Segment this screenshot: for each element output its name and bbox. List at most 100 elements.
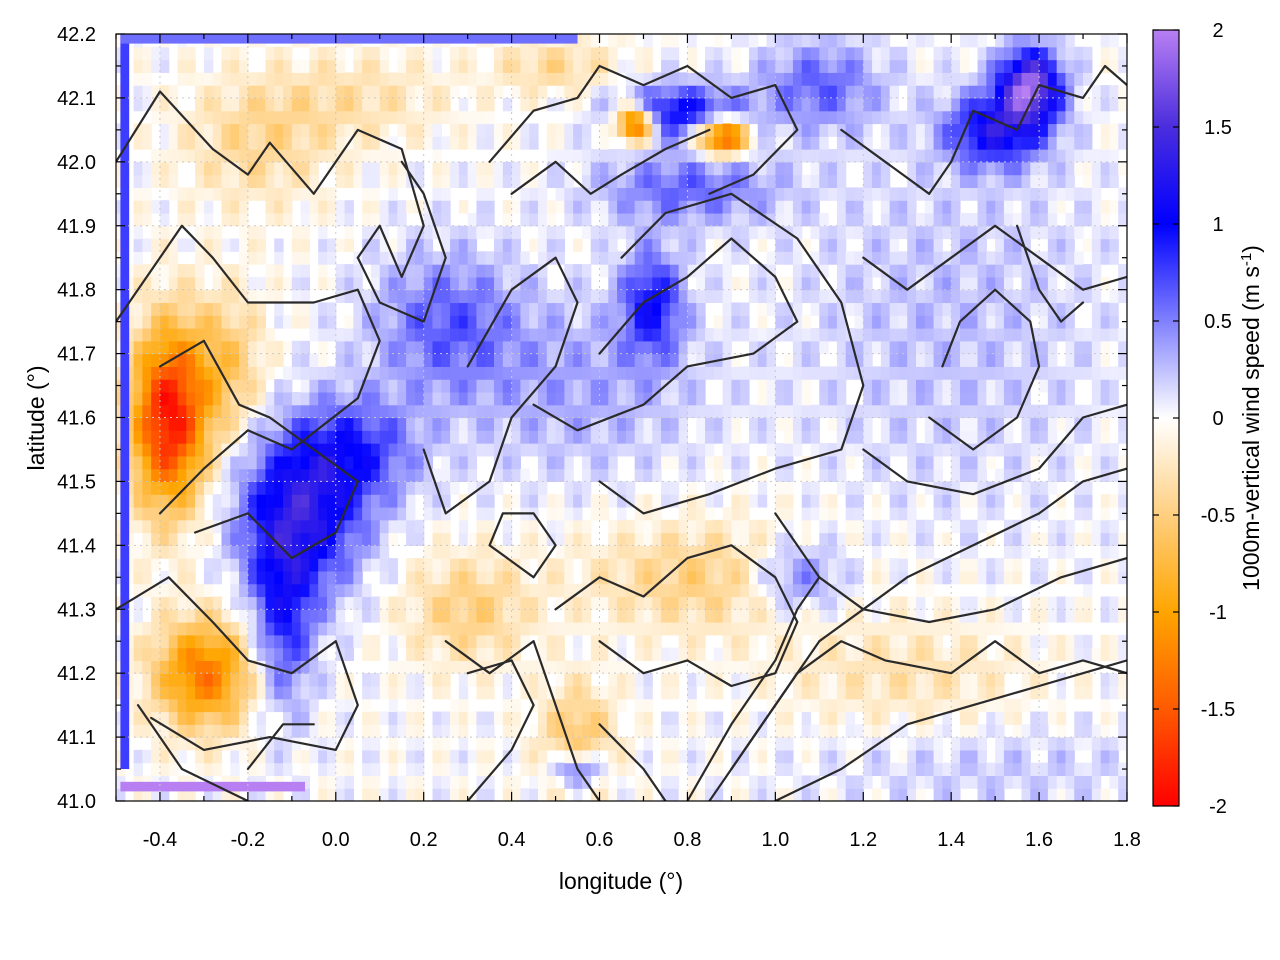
heat-cell [599, 737, 609, 751]
heat-cell [625, 85, 636, 99]
heat-cell [652, 494, 662, 508]
heat-cell [379, 328, 390, 342]
heat-cell [414, 481, 425, 495]
heat-cell [406, 59, 416, 73]
heat-cell [916, 698, 926, 713]
heat-cell [625, 340, 636, 355]
heat-cell [784, 366, 794, 380]
heat-cell [634, 724, 645, 738]
heat-cell [564, 494, 574, 508]
heat-cell [450, 788, 460, 801]
heat-cell [705, 685, 715, 700]
heat-cell [291, 660, 302, 674]
heat-cell [617, 353, 627, 367]
heat-cell [370, 136, 381, 150]
heat-cell [221, 72, 231, 86]
heat-cell [212, 264, 223, 278]
heat-cell [344, 749, 354, 764]
heat-cell [907, 200, 917, 214]
heat-cell [353, 161, 363, 176]
heat-cell [318, 749, 328, 764]
heat-cell [133, 519, 143, 534]
heat-cell [142, 187, 152, 201]
heat-cell [828, 788, 838, 801]
heat-cell [828, 545, 838, 559]
heat-cell [230, 123, 240, 137]
heat-cell [195, 596, 205, 610]
heat-cell [819, 506, 829, 521]
heat-cell [625, 391, 636, 406]
heat-cell [546, 570, 557, 585]
heat-cell [406, 391, 416, 406]
heat-cell [397, 443, 407, 457]
heat-cell [634, 711, 645, 725]
heat-cell [450, 468, 460, 483]
heat-cell [221, 737, 231, 751]
heat-cell [247, 519, 258, 534]
heat-cell [239, 468, 249, 483]
heat-cell [669, 685, 680, 700]
heat-cell [951, 506, 961, 521]
heat-cell [836, 174, 847, 188]
heat-cell [687, 34, 697, 48]
heat-cell [608, 251, 618, 265]
heat-cell [546, 72, 557, 86]
heat-cell [757, 276, 768, 291]
heat-cell [195, 302, 205, 316]
heat-cell [414, 238, 425, 252]
heat-cell [546, 647, 557, 661]
heat-cell [502, 200, 513, 214]
heat-cell [441, 519, 451, 534]
heat-cell [748, 711, 759, 725]
heat-cell [740, 660, 750, 674]
heat-cell [133, 302, 143, 316]
heat-cell [247, 340, 258, 355]
heat-cell [133, 212, 143, 227]
heat-cell [722, 251, 732, 265]
heat-cell [326, 749, 337, 764]
heat-cell [537, 775, 548, 789]
heat-cell [555, 647, 565, 661]
heat-cell [625, 328, 636, 342]
heat-cell [801, 46, 812, 61]
heat-cell [168, 123, 179, 137]
heat-cell [133, 123, 143, 137]
heat-cell [537, 673, 548, 687]
heat-cell [502, 634, 513, 649]
heat-cell [344, 276, 354, 291]
heat-cell [828, 46, 838, 61]
heat-cell [907, 685, 917, 700]
heat-cell [634, 609, 645, 623]
heat-cell [766, 685, 776, 700]
heat-cell [335, 72, 346, 86]
heat-cell [705, 570, 715, 585]
heat-cell [406, 673, 416, 687]
heat-cell [687, 289, 697, 304]
heat-cell [863, 85, 873, 99]
heat-cell [177, 366, 187, 380]
heat-cell [898, 302, 908, 316]
heat-cell [485, 123, 495, 137]
heat-cell [379, 430, 390, 444]
heat-cell [520, 417, 530, 431]
heat-cell [283, 532, 293, 546]
heat-cell [406, 494, 416, 508]
heat-cell [801, 494, 812, 508]
heat-cell [836, 647, 847, 661]
heat-cell [151, 238, 161, 252]
heat-cell [195, 737, 205, 751]
heat-cell [203, 737, 214, 751]
heat-cell [661, 340, 671, 355]
heat-cell [775, 417, 785, 431]
heat-cell [203, 174, 214, 188]
heat-cell [335, 174, 346, 188]
heat-cell [230, 673, 240, 687]
heat-cell [335, 161, 346, 176]
heat-cell [555, 97, 565, 112]
heat-cell [792, 187, 803, 201]
heat-cell [467, 430, 478, 444]
heat-cell [441, 468, 451, 483]
heat-cell [511, 251, 521, 265]
heat-cell [467, 46, 478, 61]
heat-cell [318, 149, 328, 163]
